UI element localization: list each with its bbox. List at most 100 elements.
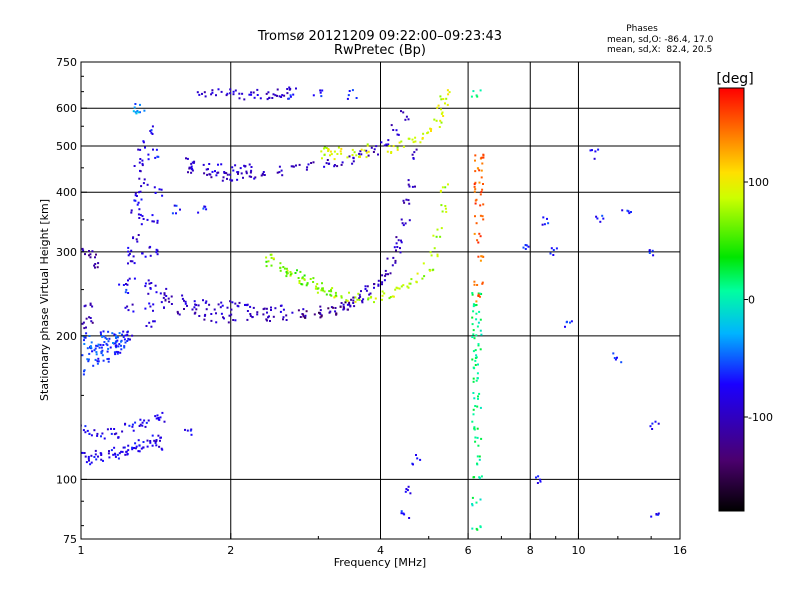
data-point [119,351,122,354]
data-point [102,330,105,333]
data-point [144,285,147,288]
data-point [435,119,438,122]
data-point [330,306,333,309]
data-point [238,92,241,95]
data-point [347,94,350,97]
data-point [219,306,222,309]
data-point [621,209,624,212]
data-point [193,300,196,303]
data-point [331,287,334,290]
data-point [144,282,147,285]
data-point [96,345,99,348]
data-point [163,293,166,296]
data-point [229,92,232,95]
data-point [402,512,405,515]
data-point [183,308,185,310]
data-point [471,358,474,361]
data-point [147,158,150,161]
data-point [147,153,150,156]
data-point [301,276,304,279]
data-point [137,213,140,216]
data-point [93,349,96,352]
data-point [416,272,419,275]
data-point [217,163,219,166]
data-point [142,446,145,449]
data-point [108,337,111,340]
data-point [265,92,268,95]
data-point [85,332,88,335]
data-point [602,217,605,220]
data-point [244,304,246,306]
data-point [132,255,135,258]
data-point [436,253,439,256]
data-point [148,321,151,324]
data-point [543,223,546,226]
data-point [327,148,330,151]
data-point [359,295,362,298]
data-point [392,129,395,131]
data-point [250,166,253,168]
data-point [142,140,145,143]
data-point [256,94,259,96]
data-point [134,442,137,445]
data-point [81,322,84,325]
data-point [154,440,157,443]
data-point [101,349,104,352]
data-point [476,405,479,408]
data-point [473,232,476,235]
data-point [400,241,403,244]
data-point [471,292,474,294]
data-point [131,448,134,451]
data-point [160,188,163,191]
data-point [564,325,566,328]
y-tick-label: 600 [56,102,77,115]
data-point [87,457,90,460]
data-point [360,153,363,156]
data-point [139,158,142,160]
data-point [239,167,242,170]
data-point [477,321,480,324]
data-point [597,148,600,151]
data-point [227,321,230,324]
data-point [106,350,109,353]
data-point [203,318,206,321]
data-point [123,346,126,349]
grid-lines [81,62,680,539]
data-point [221,304,224,307]
colorbar-tick-label: 100 [748,176,769,189]
data-point [81,247,84,250]
data-point [191,169,194,172]
data-point [411,153,414,156]
data-point [472,392,475,394]
data-point [363,149,366,152]
data-point [84,425,87,428]
data-point [256,313,259,316]
data-point [139,190,142,193]
data-point [594,150,597,153]
data-point [138,208,141,211]
data-point [126,333,129,336]
data-point [232,90,235,93]
data-point [361,299,364,302]
data-point [391,295,394,298]
data-point [149,441,152,444]
data-point [524,244,527,246]
data-point [154,415,157,418]
data-point [184,428,186,431]
data-point [429,251,432,254]
data-point [114,334,117,337]
data-point [447,183,449,186]
data-point [317,287,320,290]
data-point [99,331,102,334]
y-axis: 75 100 200 300 400 500 600 750 [56,56,87,546]
data-point [210,176,213,179]
data-point [400,510,403,513]
data-point [105,342,108,345]
data-point [295,164,297,167]
data-point [398,287,401,290]
data-point [115,350,118,353]
data-point [482,218,485,221]
data-point [133,106,136,109]
data-point [270,306,272,309]
data-point [155,444,158,447]
